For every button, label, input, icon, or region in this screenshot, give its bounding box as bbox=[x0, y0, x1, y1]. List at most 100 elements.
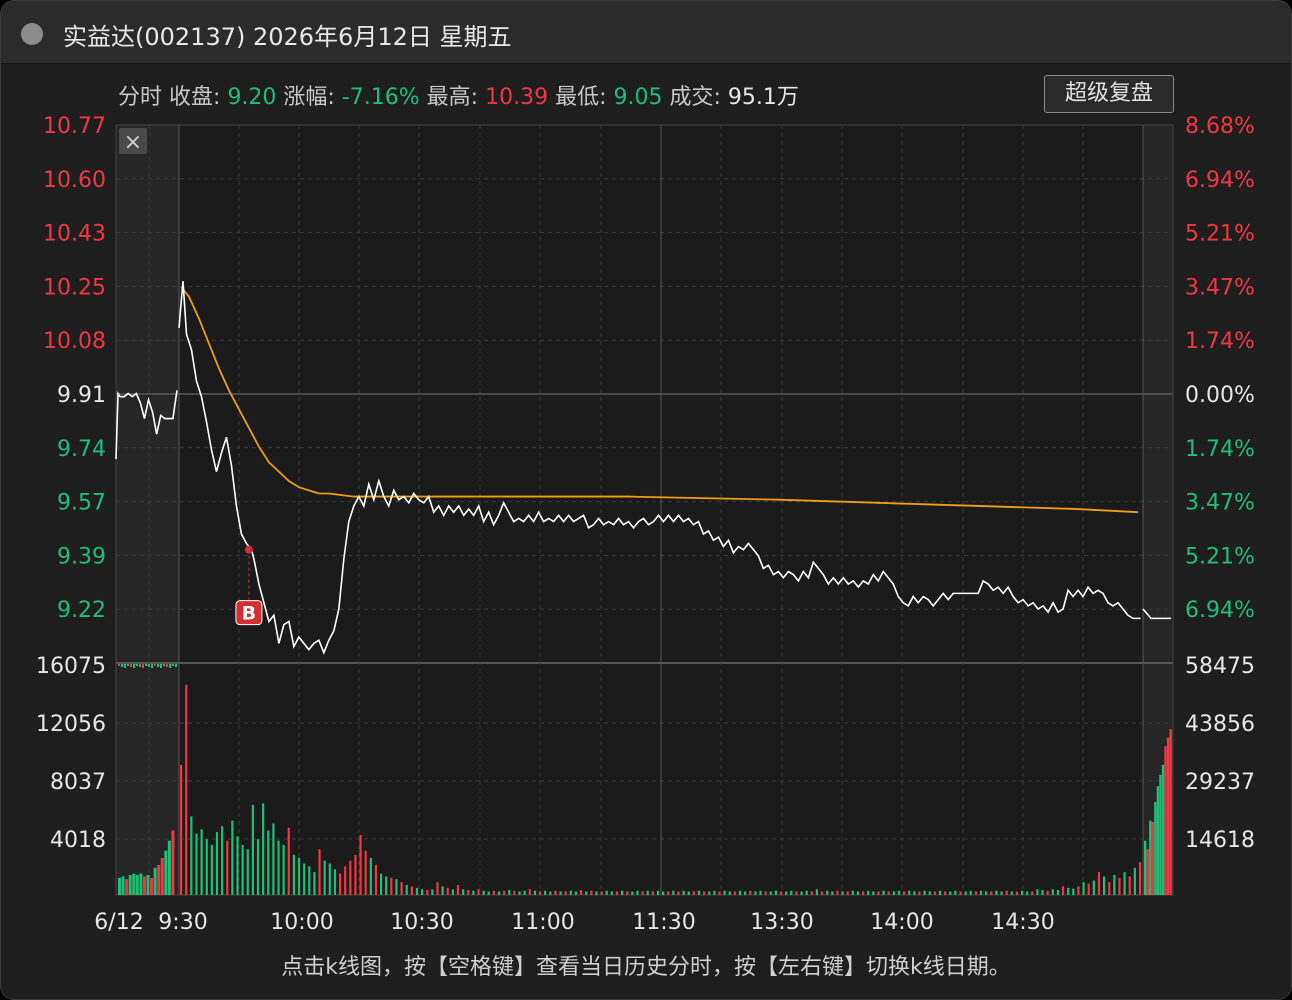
intraday-chart[interactable]: 10.77 8.68% 10.60 6.94% 10.43 5.21% 10.25 3.47%… bbox=[1, 1, 1291, 941]
volume-bar bbox=[185, 684, 188, 895]
volume-bar bbox=[282, 844, 285, 895]
volume-bar bbox=[369, 857, 372, 895]
volume-bar bbox=[210, 844, 213, 895]
volume-bar bbox=[1051, 889, 1054, 895]
volume-bar bbox=[528, 889, 531, 895]
volume-bar bbox=[877, 891, 880, 895]
title-bar: 实益达(002137) 2026年6月12日 星期五 bbox=[1, 1, 1291, 64]
volume-bar bbox=[400, 882, 403, 895]
volume-bar bbox=[954, 890, 957, 895]
buy-marker-badge[interactable] bbox=[235, 600, 263, 626]
auction-tick bbox=[121, 664, 123, 667]
volume-bar bbox=[171, 830, 175, 895]
price-tick-label: 9.22 bbox=[57, 598, 106, 623]
time-label: 9:30 bbox=[158, 910, 207, 935]
volume-bar bbox=[1026, 891, 1029, 895]
volume-bar bbox=[303, 863, 306, 895]
close-icon-bg[interactable] bbox=[119, 128, 147, 154]
volume-bar bbox=[1102, 876, 1106, 895]
volume-bar bbox=[646, 890, 649, 895]
volume-bar bbox=[190, 816, 193, 895]
volume-bar bbox=[1046, 890, 1049, 895]
volume-bar bbox=[385, 876, 388, 895]
volume-bar bbox=[1082, 882, 1085, 895]
volume-bar bbox=[651, 891, 654, 895]
volume-bar bbox=[518, 891, 521, 895]
pct-tick-label: 8.68% bbox=[1185, 114, 1255, 139]
volume-bar bbox=[1072, 888, 1075, 895]
volume-right-tick-label: 58475 bbox=[1185, 654, 1255, 679]
volume-bar bbox=[251, 804, 254, 895]
volume-bar bbox=[142, 876, 146, 895]
time-label: 11:00 bbox=[511, 910, 574, 935]
volume-bar bbox=[636, 890, 639, 895]
volume-bar bbox=[979, 890, 983, 895]
price-tick-label: 10.60 bbox=[43, 168, 106, 193]
volume-bar bbox=[1061, 886, 1065, 895]
volume-bar bbox=[641, 891, 644, 895]
auction-tick bbox=[142, 664, 144, 668]
pct-tick-label: 6.94% bbox=[1185, 598, 1255, 623]
volume-bar bbox=[364, 850, 367, 895]
pct-tick-label: 6.94% bbox=[1185, 168, 1255, 193]
volume-bar bbox=[374, 864, 378, 895]
volume-bar bbox=[508, 889, 511, 895]
volume-bar bbox=[831, 891, 834, 895]
volume-bar bbox=[410, 886, 413, 895]
volume-bar bbox=[713, 890, 716, 895]
volume-bar bbox=[318, 849, 321, 895]
time-label: 14:00 bbox=[870, 910, 933, 935]
volume-bar bbox=[697, 890, 701, 895]
volume-bar bbox=[287, 827, 290, 895]
volume-bar bbox=[995, 890, 998, 895]
auction-tick bbox=[118, 664, 120, 666]
volume-bar bbox=[887, 891, 890, 895]
volume-bar bbox=[256, 839, 260, 895]
volume-bar bbox=[964, 891, 967, 895]
close-icon[interactable]: × bbox=[124, 130, 142, 155]
volume-bar bbox=[774, 890, 778, 895]
buy-marker-label[interactable]: B bbox=[242, 603, 256, 625]
auction-tick bbox=[139, 664, 141, 667]
volume-bar bbox=[728, 891, 731, 895]
volume-right-tick-label: 43856 bbox=[1185, 712, 1255, 737]
volume-bar bbox=[718, 891, 721, 895]
volume-bar bbox=[990, 891, 993, 895]
time-label: 11:30 bbox=[632, 910, 695, 935]
volume-bar bbox=[328, 863, 331, 895]
volume-bar bbox=[764, 891, 767, 895]
volume-bar bbox=[554, 890, 557, 895]
volume-bar bbox=[769, 891, 772, 895]
volume-bar bbox=[395, 879, 398, 895]
volume-bar bbox=[236, 836, 239, 895]
volume-bar bbox=[908, 890, 911, 895]
volume-bar bbox=[815, 889, 819, 895]
volume-bar bbox=[313, 872, 316, 895]
super-replay-button[interactable]: 超级复盘 bbox=[1044, 75, 1174, 113]
buy-marker-dot[interactable] bbox=[244, 545, 253, 554]
time-label: 10:30 bbox=[390, 910, 453, 935]
auction-tick bbox=[148, 664, 150, 667]
auction-tick bbox=[172, 664, 174, 666]
preauction-price-line bbox=[115, 390, 178, 460]
volume-bar bbox=[836, 890, 839, 895]
volume-bar bbox=[733, 891, 736, 895]
volume-bar bbox=[1164, 746, 1167, 895]
volume-bar bbox=[944, 891, 947, 895]
volume-bar bbox=[626, 891, 629, 895]
volume-bar bbox=[549, 891, 552, 895]
volume-bar bbox=[497, 891, 501, 895]
window-dot-icon[interactable] bbox=[21, 23, 43, 45]
volume-bar bbox=[1000, 891, 1003, 895]
volume-bar bbox=[272, 823, 275, 895]
volume-bar bbox=[1118, 877, 1121, 895]
volume-bar bbox=[446, 887, 449, 895]
volume-bar bbox=[344, 866, 347, 895]
volume-bar bbox=[451, 889, 454, 895]
volume-bar bbox=[205, 839, 208, 895]
volume-bar bbox=[615, 891, 619, 895]
volume-bar bbox=[477, 889, 480, 895]
volume-bar bbox=[1144, 840, 1147, 895]
volume-bar bbox=[246, 849, 249, 895]
auction-tick bbox=[124, 664, 126, 668]
